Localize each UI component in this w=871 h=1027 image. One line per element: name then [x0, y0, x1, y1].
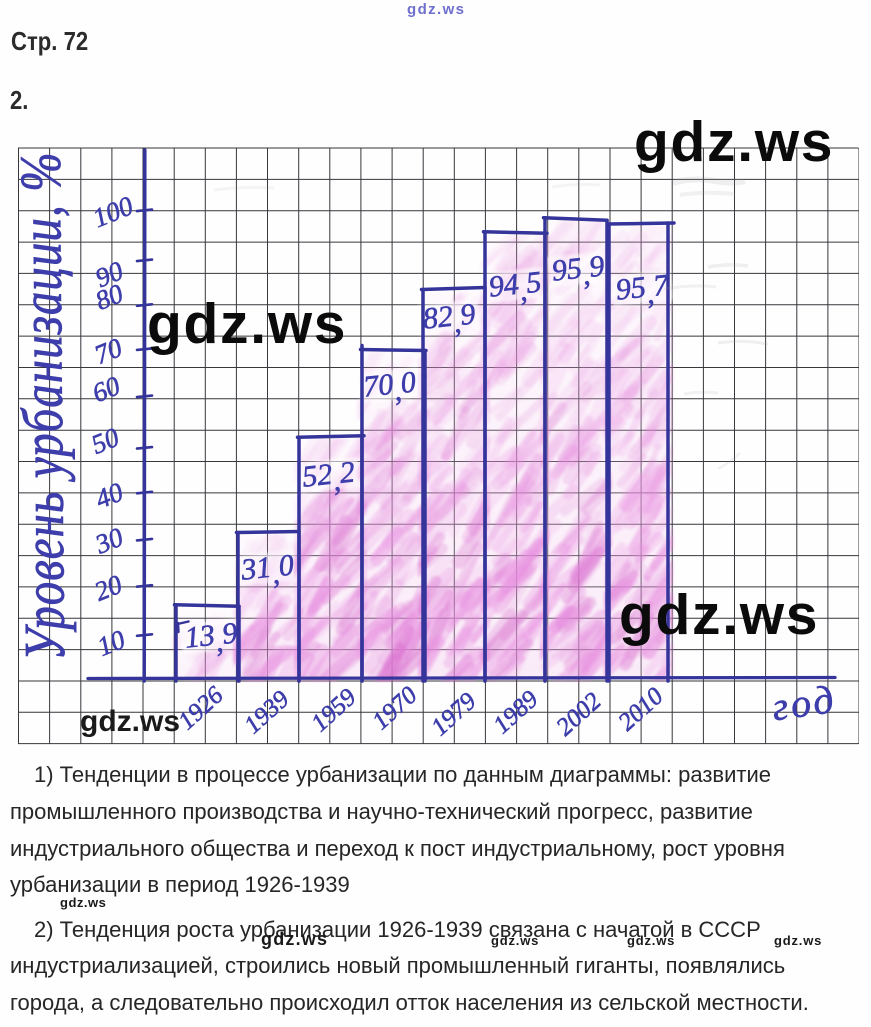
- svg-text:30: 30: [90, 521, 128, 559]
- svg-text:10: 10: [93, 624, 130, 662]
- svg-text:100: 100: [88, 190, 137, 233]
- svg-text:1926: 1926: [173, 681, 229, 735]
- svg-text:1970: 1970: [367, 681, 423, 735]
- svg-text:20: 20: [90, 569, 127, 607]
- svg-text:70: 70: [90, 332, 127, 370]
- svg-text:год: год: [769, 676, 839, 730]
- svg-text:1959: 1959: [306, 683, 362, 737]
- svg-text:50: 50: [87, 422, 124, 460]
- svg-text:Уровень урбанизации, %: Уровень урбанизации, %: [18, 151, 77, 661]
- svg-text:40: 40: [91, 476, 128, 514]
- svg-text:60: 60: [88, 370, 125, 408]
